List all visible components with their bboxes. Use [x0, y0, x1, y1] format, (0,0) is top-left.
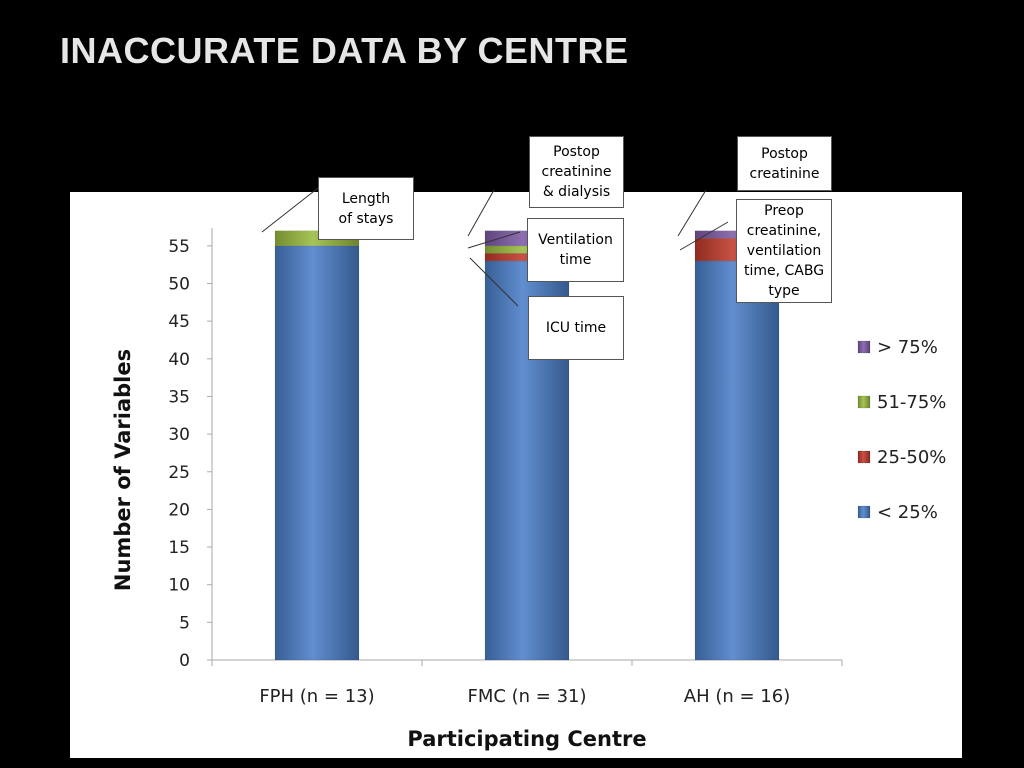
y-tick-label: 5 — [179, 613, 190, 633]
x-tick-label: AH (n = 16) — [684, 686, 790, 707]
legend-label: 51-75% — [877, 392, 946, 413]
y-tick-label: 55 — [168, 237, 190, 257]
legend-swatch — [857, 395, 871, 409]
y-tick-label: 0 — [179, 651, 190, 671]
y-tick-label: 10 — [168, 576, 190, 596]
y-axis-title: Number of Variables — [111, 349, 135, 591]
y-tick-label: 15 — [168, 538, 190, 558]
callout-postop-creatinine-dialysis: Postop creatinine & dialysis — [529, 136, 624, 208]
callout-line: creatinine — [749, 165, 820, 182]
legend-swatch — [857, 505, 871, 519]
bar-segment — [694, 260, 780, 661]
callout-line: ICU time — [545, 320, 607, 336]
x-axis-title: Participating Centre — [407, 727, 646, 751]
slide-title: INACCURATE DATA BY CENTRE — [60, 30, 629, 71]
callout-line: Ventilation — [538, 232, 613, 248]
stacked-bar-chart: 0 5 10 15 20 25 30 35 40 45 50 55 FPH (n = 13) FMC (n… — [111, 228, 946, 751]
legend-label: < 25% — [877, 502, 938, 523]
callout-length-of-stays: Length of stays — [318, 177, 414, 240]
callout-ventilation-time: Ventilation time — [527, 218, 624, 282]
callout-line: time — [559, 252, 592, 268]
y-tick-label: 45 — [168, 312, 190, 332]
y-tick-label: 30 — [168, 425, 190, 445]
y-tick-label: 25 — [168, 463, 190, 483]
x-tick-label: FMC (n = 31) — [467, 686, 586, 707]
y-tick-label: 50 — [168, 275, 190, 295]
callout-line: Postop — [761, 145, 808, 162]
legend-label: 25-50% — [877, 447, 946, 468]
callout-line: time, CABG — [743, 263, 825, 279]
bar-segment — [274, 245, 360, 661]
x-tick-label: FPH (n = 13) — [259, 686, 374, 707]
callout-line: of stays — [338, 210, 394, 227]
y-tick-label: 35 — [168, 387, 190, 407]
legend-swatch — [857, 340, 871, 354]
y-tick-label: 20 — [168, 500, 190, 520]
callout-preop-creatinine: Preop creatinine, ventilation time, CABG… — [736, 199, 832, 303]
callout-postop-creatinine: Postop creatinine — [737, 136, 832, 191]
callout-line: ventilation — [746, 243, 822, 259]
legend-label: > 75% — [877, 337, 938, 358]
y-tick-label: 40 — [168, 350, 190, 370]
callout-line: & dialysis — [542, 184, 611, 200]
callout-line: creatinine — [541, 164, 612, 180]
callout-icu-time: ICU time — [528, 296, 624, 360]
callout-line: type — [768, 283, 800, 299]
legend-swatch — [857, 450, 871, 464]
callout-line: Length — [341, 190, 391, 207]
callout-line: creatinine, — [746, 223, 822, 239]
callout-line: Postop — [553, 144, 600, 160]
callout-line: Preop — [764, 203, 804, 219]
